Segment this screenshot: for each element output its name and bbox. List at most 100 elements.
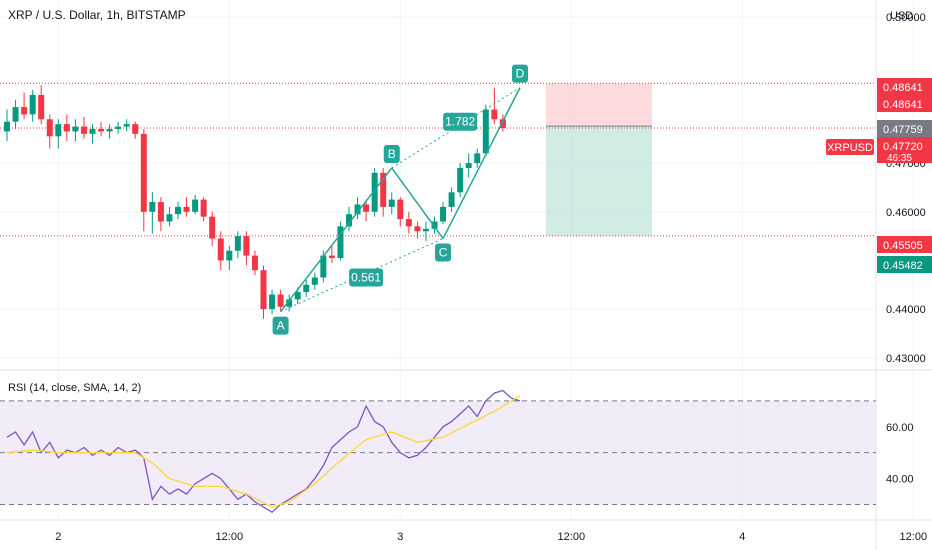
candle-body bbox=[303, 284, 310, 293]
price-badge-label: 0.47720 bbox=[883, 141, 923, 153]
candle-body bbox=[499, 119, 506, 129]
time-tick-label: 3 bbox=[397, 531, 403, 543]
price-badge-label: 0.45482 bbox=[883, 260, 923, 272]
candle-body bbox=[98, 129, 105, 132]
candle-body bbox=[431, 221, 438, 229]
time-tick-label: 2 bbox=[55, 531, 61, 543]
pattern-layer[interactable]: A B C D 0.561 1.782 bbox=[272, 64, 528, 335]
price-badge-label: 0.47759 bbox=[883, 124, 923, 136]
price-badge bbox=[877, 120, 932, 137]
candle-body bbox=[277, 294, 284, 307]
pattern-point-c-label: C bbox=[439, 246, 448, 260]
candle-body bbox=[422, 228, 429, 232]
countdown-label: 46:35 bbox=[887, 153, 912, 164]
candle-body bbox=[388, 199, 395, 207]
candle-body bbox=[106, 129, 113, 132]
pattern-point-a-label: A bbox=[277, 319, 285, 333]
candle-body bbox=[226, 250, 233, 261]
pattern-point-c-badge[interactable] bbox=[435, 243, 452, 262]
candle-body bbox=[209, 216, 216, 239]
candle-body bbox=[311, 277, 318, 285]
time-tick-label: 12:00 bbox=[216, 531, 244, 543]
candle-body bbox=[457, 167, 464, 193]
pattern-ratio-label: 0.561 bbox=[351, 271, 381, 285]
pattern-leg-ab bbox=[280, 167, 393, 313]
candle-body bbox=[4, 121, 10, 132]
pattern-ratio-badge[interactable] bbox=[443, 112, 478, 131]
price-badge bbox=[877, 236, 932, 253]
candle-body bbox=[269, 294, 276, 310]
pattern-leg-bc bbox=[391, 167, 444, 239]
candle-body bbox=[363, 204, 370, 212]
candle-body bbox=[175, 206, 181, 215]
candle-body bbox=[465, 163, 472, 168]
pattern-point-b-badge[interactable] bbox=[383, 144, 400, 163]
pattern-point-d-label: D bbox=[516, 67, 525, 81]
time-tick-label: 12:00 bbox=[558, 531, 586, 543]
candle-body bbox=[260, 270, 267, 310]
candle-body bbox=[21, 107, 28, 115]
price-tick-label: 0.50000 bbox=[886, 12, 926, 24]
candle-body bbox=[192, 199, 199, 212]
price-tick-label: 0.44000 bbox=[886, 304, 926, 316]
take-profit-zone[interactable] bbox=[546, 126, 652, 236]
candle-body bbox=[38, 94, 45, 120]
price-badge bbox=[877, 256, 932, 273]
candle-body bbox=[320, 255, 327, 278]
candle-body bbox=[200, 199, 207, 217]
candle-body bbox=[29, 94, 36, 115]
candle-body bbox=[491, 109, 498, 120]
candle-body bbox=[217, 238, 224, 261]
symbol-badge bbox=[826, 139, 874, 155]
hline-layer bbox=[0, 82, 876, 237]
candle-body bbox=[149, 202, 156, 212]
candle-body bbox=[63, 124, 70, 132]
pattern-leg-cd bbox=[442, 87, 521, 239]
candle-body bbox=[46, 119, 53, 137]
candle-body bbox=[328, 255, 335, 259]
price-tick-label: 0.46000 bbox=[886, 207, 926, 219]
candle-body bbox=[397, 199, 404, 220]
candle-layer bbox=[4, 85, 506, 319]
candle-body bbox=[132, 124, 139, 134]
candle-body bbox=[286, 299, 293, 307]
price-badge-label: 0.48641 bbox=[883, 99, 923, 111]
candle-body bbox=[405, 219, 412, 227]
candle-body bbox=[183, 206, 190, 212]
candle-body bbox=[89, 129, 96, 134]
price-badge bbox=[877, 137, 932, 163]
pattern-ratio-label: 1.782 bbox=[445, 115, 475, 129]
pattern-point-d-badge[interactable] bbox=[512, 64, 528, 83]
candle-body bbox=[440, 206, 447, 222]
candle-body bbox=[474, 153, 481, 164]
candle-body bbox=[354, 204, 361, 215]
candle-body bbox=[123, 124, 130, 127]
candle-body bbox=[380, 172, 387, 207]
candle-body bbox=[337, 226, 344, 259]
candle-body bbox=[243, 236, 250, 256]
candle-body bbox=[115, 126, 122, 130]
pattern-point-a-badge[interactable] bbox=[272, 316, 289, 335]
time-tick-label: 4 bbox=[739, 531, 745, 543]
time-tick-label: 12:00 bbox=[900, 531, 928, 543]
pattern-ratio-badge[interactable] bbox=[349, 268, 384, 287]
candle-body bbox=[448, 192, 455, 207]
position-layer[interactable] bbox=[546, 83, 652, 236]
candle-body bbox=[346, 214, 352, 227]
candle-body bbox=[157, 202, 164, 222]
candle-body bbox=[482, 109, 489, 154]
candle-body bbox=[251, 255, 258, 271]
rsi-tick-label: 60.00 bbox=[886, 422, 914, 434]
candle-body bbox=[234, 236, 241, 251]
axis-layer: 0.500000.470000.460000.440000.4300060.00… bbox=[55, 12, 932, 543]
rsi-title: RSI (14, close, SMA, 14, 2) bbox=[8, 382, 141, 394]
currency-label: USD bbox=[890, 10, 913, 22]
price-badge bbox=[877, 78, 932, 95]
candle-body bbox=[371, 172, 378, 212]
candle-body bbox=[55, 124, 62, 137]
candle-body bbox=[414, 226, 421, 232]
stop-loss-zone[interactable] bbox=[546, 83, 652, 127]
price-badge-label: 0.45505 bbox=[883, 240, 923, 252]
